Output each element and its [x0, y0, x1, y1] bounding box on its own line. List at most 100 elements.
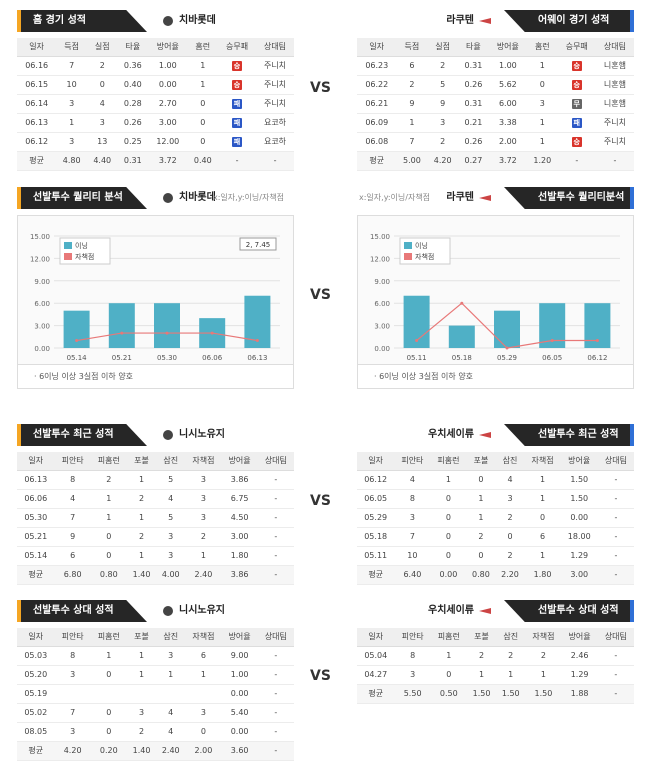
innings-bar: [154, 303, 180, 348]
table-cell: 05.18: [357, 527, 395, 547]
average-cell: 5.50: [394, 684, 431, 704]
average-row: 평균 5.50 0.50 1.50 1.50 1.50 1.88-: [357, 684, 634, 704]
x-tick-label: 06.06: [202, 354, 223, 362]
average-cell: 3.86: [221, 565, 258, 585]
table-cell: 5: [156, 470, 186, 490]
table-cell: [156, 684, 186, 704]
table-cell: 3: [495, 489, 525, 509]
table-row: 06.06 4 1 2 4 3 6.75-: [17, 489, 294, 509]
average-row: 평균 4.20 0.20 1.40 2.40 2.00 3.60-: [17, 741, 294, 761]
table-cell: 1: [524, 546, 561, 566]
table-row: 06.13 1 3 0.26 3.00 0 패 요코하: [17, 113, 294, 133]
table-cell: 3: [86, 113, 118, 133]
table-cell: 0: [466, 546, 496, 566]
table-cell: 1: [90, 508, 127, 528]
column-header: 득점: [396, 38, 428, 57]
table-row: 04.27 3 0 1 1 1 1.29-: [357, 665, 634, 685]
table-cell: 2.00: [488, 132, 527, 152]
table-cell: 6.00: [488, 94, 527, 114]
section-tab: 선발투수 퀄리티분석: [504, 187, 634, 209]
y-tick-label: 0.00: [374, 345, 390, 353]
average-cell: 0.31: [117, 151, 149, 171]
table-cell: 18.00: [560, 527, 598, 547]
result-lose-badge: 패: [232, 117, 243, 128]
table-row: 06.08 7 2 0.26 2.00 1 승 주니치: [357, 132, 634, 152]
table-cell: 2: [396, 75, 428, 95]
table-cell: 2: [126, 527, 157, 547]
table-cell: 승: [218, 75, 257, 95]
table-cell: 1.29: [560, 546, 598, 566]
table-cell: 06.22: [357, 75, 397, 95]
table-cell: 05.03: [17, 646, 55, 666]
x-tick-label: 06.05: [542, 354, 562, 362]
average-cell: 4.40: [86, 151, 118, 171]
y-tick-label: 15.00: [370, 233, 390, 241]
table-cell: 3: [126, 703, 157, 723]
table-cell: -: [597, 470, 634, 490]
column-header: 피홈런: [90, 628, 127, 647]
tooltip-box: [239, 237, 277, 251]
table-cell: 0: [90, 665, 127, 685]
table-cell: 7: [396, 132, 428, 152]
result-win-badge: 승: [232, 79, 243, 90]
average-cell: -: [256, 151, 294, 171]
table-cell: 1: [466, 489, 496, 509]
average-cell: 2.20: [495, 565, 525, 585]
result-lose-badge: 패: [232, 98, 243, 109]
table-cell: 06.14: [17, 94, 57, 114]
table-cell: 13: [86, 132, 118, 152]
table-cell: 06.06: [17, 489, 55, 509]
column-header: 피안타: [394, 452, 431, 471]
table-cell: -: [597, 546, 634, 566]
table-row: 06.21 9 9 0.31 6.00 3 무 니혼햄: [357, 94, 634, 114]
record-table: 일자 득점 실점 타율 방어율 홈런 승무패 상대팀 06.23 6 2 0.31 1.00 1 승 니혼햄 0…: [357, 38, 634, 171]
table-header-row: 일자 피안타 피홈런 포볼 삼진 자책점 방어율 상대팀: [17, 628, 294, 647]
table-cell: 1: [126, 646, 157, 666]
table-cell: 5.62: [488, 75, 527, 95]
table-cell: 1: [526, 113, 558, 133]
table-cell: 요코하: [256, 113, 294, 133]
average-cell: 3.72: [148, 151, 188, 171]
innings-bar: [494, 310, 520, 348]
result-win-badge: 승: [232, 60, 243, 71]
table-cell: 05.02: [17, 703, 55, 723]
table-row: 06.23 6 2 0.31 1.00 1 승 니혼햄: [357, 56, 634, 76]
table-cell: 10: [56, 75, 87, 95]
table-cell: 7: [394, 527, 431, 547]
section-tab: 선발투수 상대 성적: [504, 600, 634, 622]
table-cell: 1: [185, 665, 222, 685]
average-cell: 1.88: [561, 684, 598, 704]
pitcher-name: 우치세이류: [428, 605, 474, 616]
average-cell: 4.20: [427, 151, 459, 171]
table-cell: 6: [524, 527, 561, 547]
table-cell: 3: [427, 113, 459, 133]
table-cell: -: [257, 470, 294, 490]
y-tick-label: 12.00: [370, 255, 390, 263]
column-header: 일자: [357, 38, 397, 57]
table-cell: 3: [56, 94, 87, 114]
column-header: 자책점: [525, 628, 562, 647]
average-cell: 2.00: [185, 741, 222, 761]
table-cell: 06.09: [357, 113, 397, 133]
table-cell: 승: [218, 56, 257, 76]
average-cell: -: [595, 151, 634, 171]
table-cell: 2: [427, 132, 459, 152]
table-cell: 패: [218, 94, 257, 114]
table-cell: 1: [90, 489, 127, 509]
column-header: 상대팀: [257, 628, 294, 647]
table-cell: 0: [430, 508, 467, 528]
earned-run-point: [165, 331, 169, 335]
column-header: 포볼: [466, 628, 497, 647]
table-cell: 3: [394, 665, 431, 685]
table-cell: 2: [466, 527, 496, 547]
table-cell: 1: [524, 489, 561, 509]
table-cell: 3: [394, 508, 431, 528]
record-table: 일자 피안타 피홈런 포볼 삼진 자책점 방어율 상대팀 06.12 4 1 0 4 1 1.50-06.0…: [357, 452, 634, 585]
table-cell: 0: [185, 722, 222, 742]
legend-label: 이닝: [415, 241, 428, 250]
table-cell: 1: [90, 646, 127, 666]
column-header: 방어율: [221, 628, 258, 647]
table-cell: 1.00: [221, 665, 258, 685]
table-cell: 2: [86, 56, 118, 76]
table-cell: 1: [187, 75, 219, 95]
